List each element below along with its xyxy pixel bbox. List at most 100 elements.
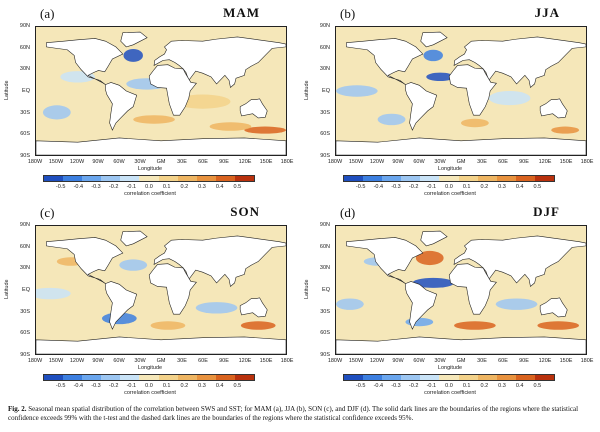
x-tick-label: 120W (369, 159, 385, 165)
colorbar-tick-label: 0.0 (145, 383, 153, 389)
colorbar-tick-label: 0.4 (215, 184, 224, 190)
colorbar-tick-label: 0.1 (462, 383, 471, 389)
colorbar-swatch (458, 176, 478, 181)
x-tick-label: 180E (580, 358, 594, 364)
x-tick-label: 90W (392, 358, 404, 364)
colorbar-swatch (439, 375, 459, 380)
x-tick-label: 60W (413, 358, 425, 364)
x-tick-label: GM (456, 358, 466, 364)
colorbar-ticks: -0.5 -0.4 -0.3 -0.2 -0.1 0.0 0.1 0.2 0.3 0.4 0.5 (43, 383, 255, 390)
season-label: JJA (534, 5, 560, 20)
season-label: SON (230, 204, 260, 219)
colorbar-ticks: -0.5 -0.4 -0.3 -0.2 -0.1 0.0 0.1 0.2 0.3 0.4 0.5 (343, 184, 555, 191)
y-tick-label: EQ (22, 287, 30, 293)
colorbar-tick-label: 0.2 (480, 184, 489, 190)
colorbar-swatch (439, 176, 459, 181)
colorbar-tick-label: 0.5 (533, 383, 542, 389)
colorbar-swatch (196, 176, 216, 181)
colorbar-tick-label: -0.2 (108, 184, 119, 190)
x-tick-label: 90E (219, 159, 229, 165)
colorbar-tick-label: -0.4 (373, 383, 384, 389)
colorbar-swatch (515, 375, 535, 380)
colorbar-swatch (344, 375, 364, 380)
colorbar-tick-label: -0.4 (73, 383, 84, 389)
x-tick-label: 150E (259, 358, 273, 364)
colorbar-swatch (382, 176, 402, 181)
figure-caption: Fig. 2. Seasonal mean spatial distributi… (8, 405, 594, 423)
colorbar-swatch (63, 176, 83, 181)
colorbar (343, 175, 555, 182)
x-tick-label: 180W (327, 159, 343, 165)
continent-outline (46, 237, 124, 284)
colorbar-tick-label: -0.3 (391, 383, 401, 389)
continent-outline (120, 31, 148, 48)
colorbar-swatch (177, 375, 197, 380)
y-tick-label: 30S (20, 308, 30, 315)
colorbar-swatch (363, 176, 383, 181)
colorbar-swatch (534, 176, 555, 181)
colorbar-swatch (101, 176, 121, 181)
colorbar-swatch (82, 176, 102, 181)
y-tick-label: 60N (319, 243, 330, 250)
colorbar-tick-label: 0.1 (162, 383, 171, 389)
panel-c: (c) SON 90N 60N 30N EQ 30S 60S 90S Latitude 180W 15… (0, 199, 300, 398)
x-ticks: 180W 150W 120W 90W 60W 30W GM 30E 60E 90E 120E 150E… (26, 159, 296, 167)
x-tick-label: 150W (48, 358, 64, 364)
colorbar-ticks: -0.5 -0.4 -0.3 -0.2 -0.1 0.0 0.1 0.2 0.3 0.4 0.5 (43, 184, 255, 191)
colorbar-tick-label: 0.4 (215, 383, 224, 389)
continent-outline (36, 336, 286, 354)
continent-outline (539, 297, 568, 318)
y-tick-label: 30N (319, 265, 330, 272)
colorbar-tick-label: -0.1 (426, 383, 437, 389)
colorbar-swatch (496, 176, 516, 181)
colorbar (343, 374, 555, 381)
correlation-region (36, 287, 71, 300)
colorbar-swatch (215, 375, 235, 380)
x-tick-label: 180W (27, 358, 43, 364)
colorbar-swatch (177, 176, 197, 181)
colorbar-swatch (534, 375, 555, 380)
y-axis-label: Latitude (304, 80, 310, 100)
correlation-region (412, 277, 455, 288)
colorbar-swatch (401, 176, 421, 181)
continent-outline (120, 230, 148, 247)
colorbar-tick-label: 0.3 (198, 184, 206, 190)
colorbar-tick-label: -0.2 (408, 184, 419, 190)
y-tick-label: 60S (20, 131, 30, 138)
x-tick-label: 150W (348, 358, 364, 364)
correlation-region (240, 321, 276, 330)
correlation-region (423, 49, 443, 62)
x-tick-label: 120W (69, 358, 85, 364)
x-axis-label: Longitude (137, 365, 163, 371)
x-tick-label: 60E (498, 358, 508, 364)
panel-b: (b) JJA 90N 60N 30N EQ 30S 60S 90S Latitude 180W 15… (300, 0, 600, 199)
map-b (336, 31, 586, 155)
continent-outline (105, 82, 138, 131)
x-tick-label: 150E (559, 159, 573, 165)
continent-outline (405, 281, 438, 330)
y-tick-label: 60N (19, 44, 30, 51)
colorbar-tick-label: -0.5 (55, 383, 66, 389)
colorbar-swatch (515, 176, 535, 181)
x-axis-label: Longitude (437, 166, 463, 172)
colorbar-swatch (382, 375, 402, 380)
map-c (36, 230, 286, 354)
colorbar-swatch (139, 176, 159, 181)
colorbar-tick-label: 0.4 (515, 383, 524, 389)
y-tick-label: 60N (319, 44, 330, 51)
correlation-region (209, 122, 252, 131)
correlation-region (244, 126, 286, 134)
correlation-region (123, 49, 143, 62)
x-tick-label: 120E (238, 159, 252, 165)
continent-outline (453, 36, 586, 89)
colorbar-swatch (234, 375, 255, 380)
caption-text: Seasonal mean spatial distribution of th… (8, 405, 579, 422)
colorbar-tick-label: -0.1 (126, 383, 137, 389)
continent-outline (148, 263, 197, 315)
panel-label: (d) (340, 205, 356, 220)
colorbar-tick-label: 0.0 (145, 184, 153, 190)
colorbar-tick-label: -0.2 (108, 383, 119, 389)
correlation-region (42, 105, 71, 120)
colorbar-swatch (82, 375, 102, 380)
continent-outline (105, 281, 138, 330)
